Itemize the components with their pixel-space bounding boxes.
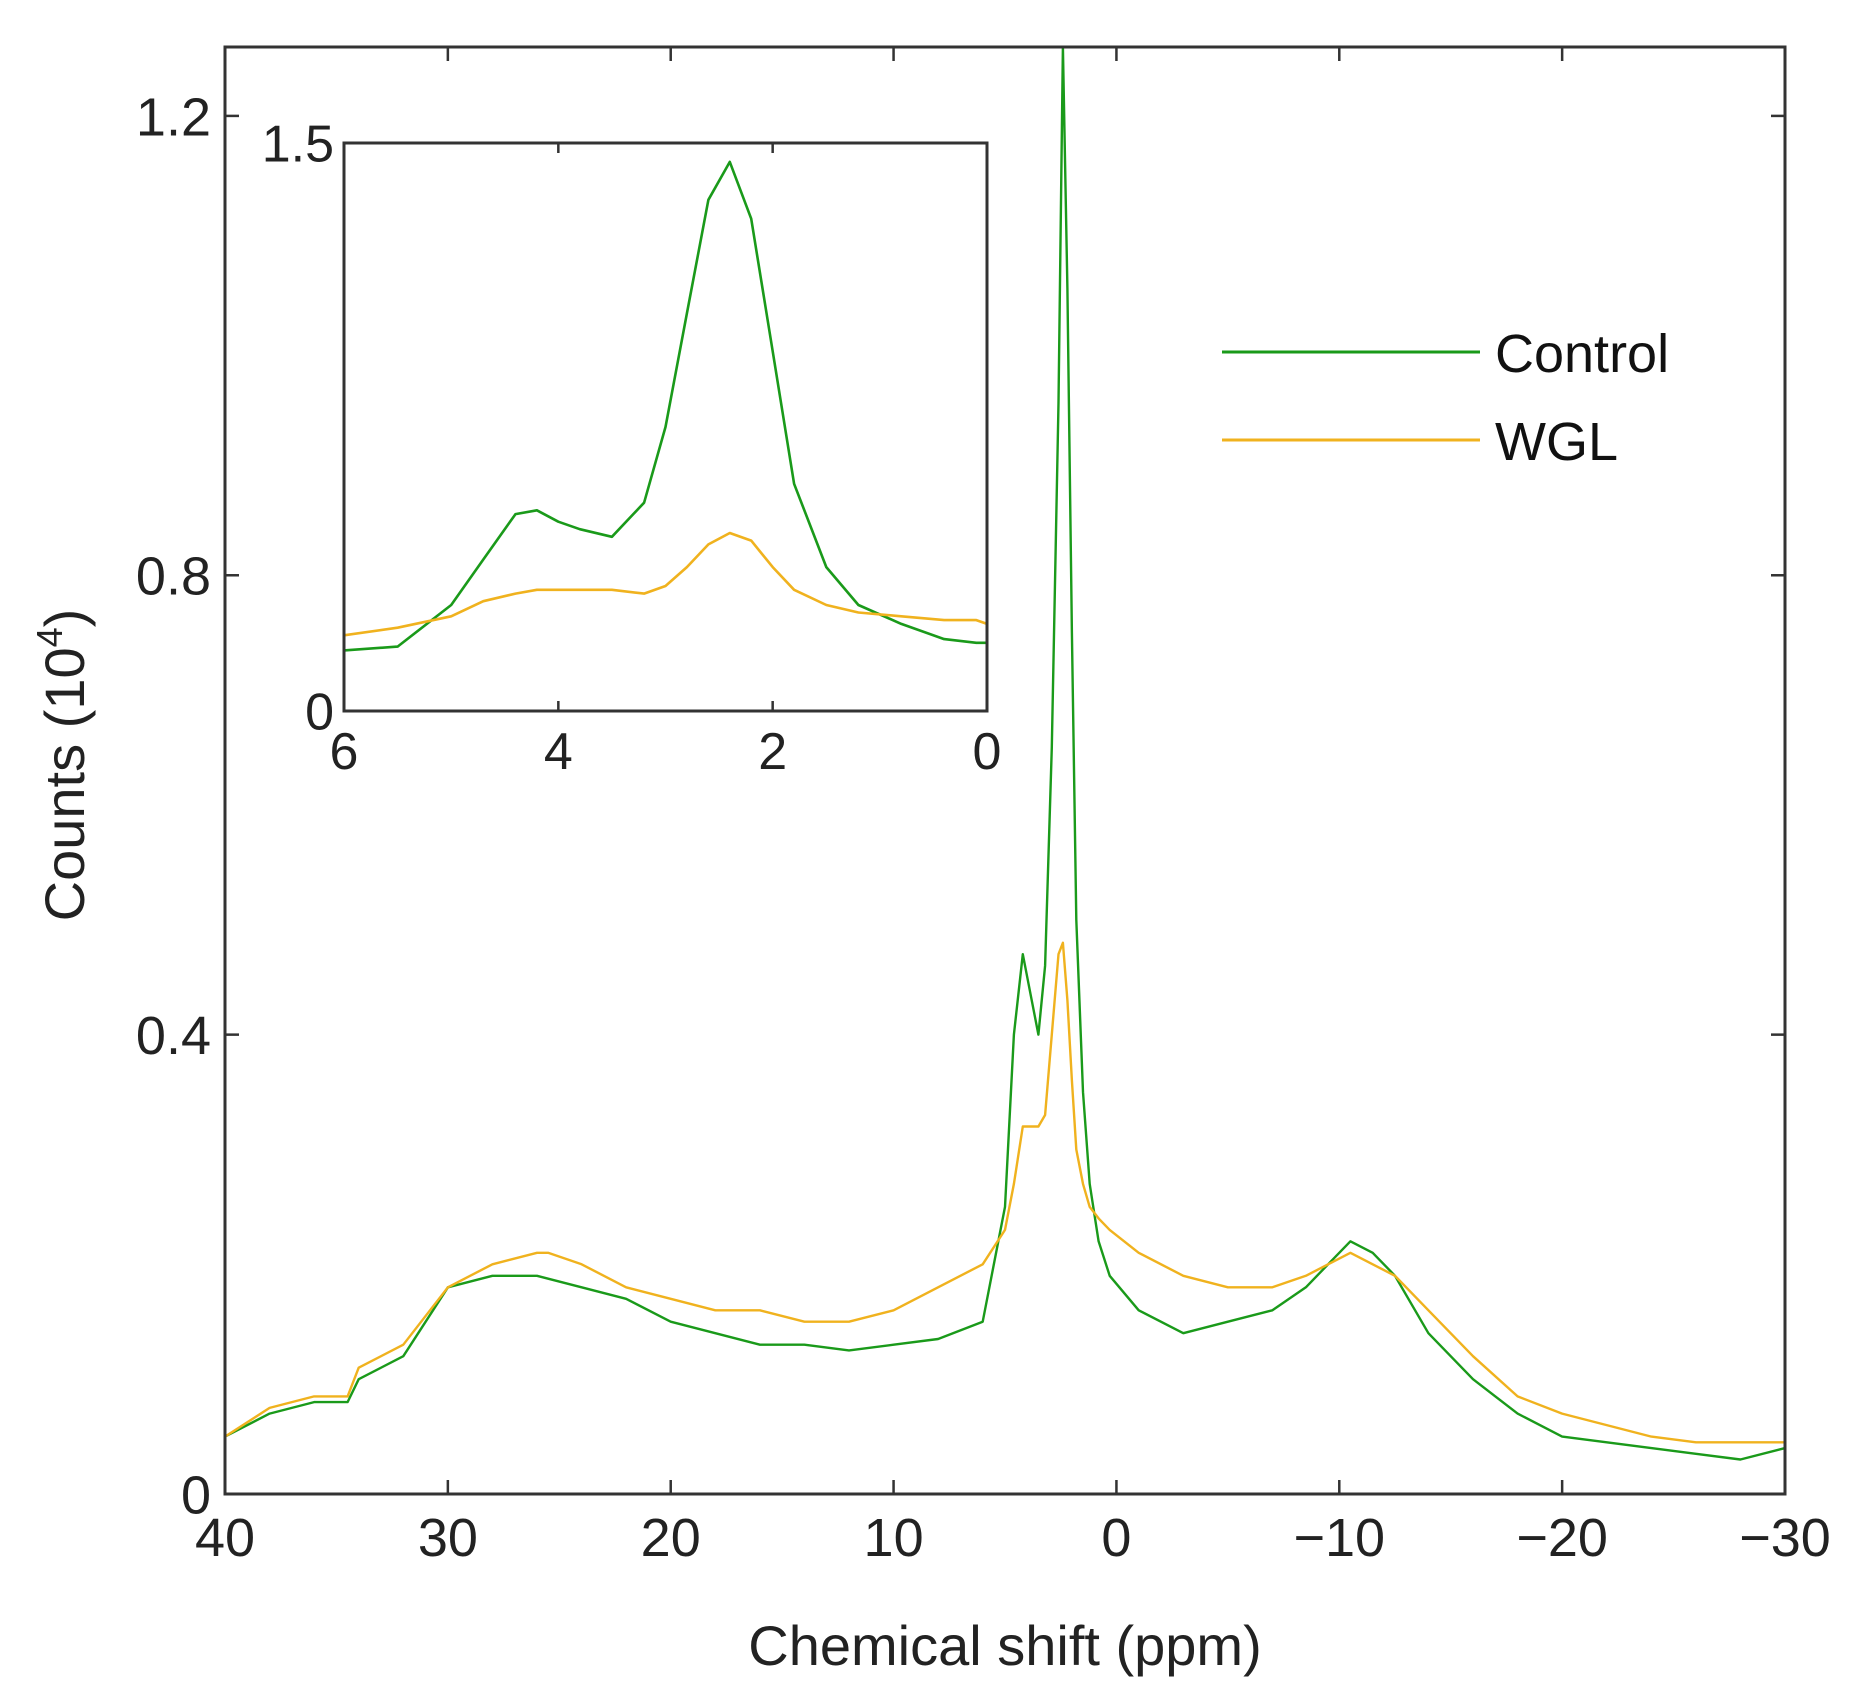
inset-x-tick-label: 0 bbox=[973, 723, 1002, 781]
legend-label-control: Control bbox=[1495, 324, 1669, 384]
main-x-axis-title: Chemical shift (ppm) bbox=[748, 1614, 1261, 1677]
y-axis-title-main: Counts (10 bbox=[33, 647, 96, 921]
main-x-tick-label: 0 bbox=[1101, 1508, 1131, 1568]
y-axis-title-superscript: 4 bbox=[29, 627, 70, 647]
main-x-tick-label: 20 bbox=[641, 1508, 701, 1568]
inset-y-tick-label: 1.5 bbox=[262, 116, 334, 174]
main-x-ticks: 40 30 20 10 0 −10 −20 −30 bbox=[195, 47, 1831, 1568]
inset-x-ticks: 6 4 2 0 bbox=[330, 143, 1002, 781]
main-y-axis-title: Counts (104) bbox=[29, 609, 96, 922]
main-chart: 40 30 20 10 0 −10 −20 −30 00.40.81.2 Chemical s… bbox=[29, 45, 1831, 1677]
y-axis-title-close: ) bbox=[33, 609, 96, 628]
inset-x-tick-label: 2 bbox=[758, 723, 787, 781]
main-plot-frame bbox=[223, 45, 1787, 1496]
inset-y-ticks: 01.5 bbox=[262, 116, 987, 742]
main-y-tick-label: 0.8 bbox=[136, 547, 211, 607]
main-series-group bbox=[223, 45, 1787, 1461]
main-x-tick-label: 30 bbox=[418, 1508, 478, 1568]
legend: Control WGL bbox=[1222, 324, 1669, 472]
main-series-line-control bbox=[223, 45, 1787, 1461]
main-x-tick-label: 10 bbox=[864, 1508, 924, 1568]
inset-series-line-control bbox=[342, 160, 989, 652]
main-x-tick-label: −20 bbox=[1516, 1508, 1608, 1568]
main-y-tick-label: 0 bbox=[181, 1465, 211, 1525]
main-y-tick-label: 1.2 bbox=[136, 87, 211, 147]
inset-x-tick-label: 6 bbox=[330, 723, 359, 781]
main-y-tick-label: 0.4 bbox=[136, 1006, 211, 1066]
inset-series-group bbox=[342, 160, 989, 652]
main-x-tick-label: 40 bbox=[195, 1508, 255, 1568]
main-series-line-wgl bbox=[223, 941, 1787, 1444]
inset-x-tick-label: 4 bbox=[544, 723, 573, 781]
main-y-ticks: 0 0.4 0.8 1.2 bbox=[136, 87, 1785, 1525]
legend-label-wgl: WGL bbox=[1495, 412, 1618, 472]
inset-series-line-wgl bbox=[342, 531, 989, 637]
main-x-tick-label: −10 bbox=[1293, 1508, 1385, 1568]
inset-plot-frame bbox=[342, 141, 989, 713]
main-x-tick-label: −30 bbox=[1739, 1508, 1831, 1568]
inset-y-tick-label: 0 bbox=[305, 684, 334, 742]
